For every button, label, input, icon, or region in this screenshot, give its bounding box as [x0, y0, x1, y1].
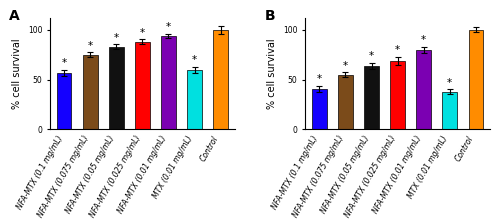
Y-axis label: % cell survival: % cell survival [268, 38, 278, 109]
Text: *: * [317, 74, 322, 84]
Bar [364, 66, 378, 129]
Bar [416, 50, 431, 129]
Text: *: * [88, 41, 93, 51]
Bar [83, 55, 98, 129]
Bar [214, 30, 228, 129]
Text: A: A [10, 9, 20, 23]
Text: B: B [264, 9, 275, 23]
Text: *: * [447, 78, 452, 88]
Bar [338, 74, 352, 129]
Bar [312, 89, 326, 129]
Bar [468, 30, 483, 129]
Text: *: * [62, 58, 67, 68]
Text: *: * [343, 61, 348, 71]
Text: *: * [140, 28, 145, 38]
Text: *: * [421, 35, 426, 45]
Bar [57, 73, 72, 129]
Text: *: * [166, 22, 171, 32]
Bar [136, 42, 149, 129]
Bar [442, 91, 457, 129]
Bar [109, 47, 124, 129]
Text: *: * [114, 33, 119, 43]
Text: *: * [369, 51, 374, 61]
Text: *: * [192, 55, 197, 65]
Bar [162, 36, 175, 129]
Y-axis label: % cell survival: % cell survival [12, 38, 22, 109]
Bar [390, 61, 404, 129]
Text: *: * [395, 45, 400, 55]
Bar [188, 70, 202, 129]
